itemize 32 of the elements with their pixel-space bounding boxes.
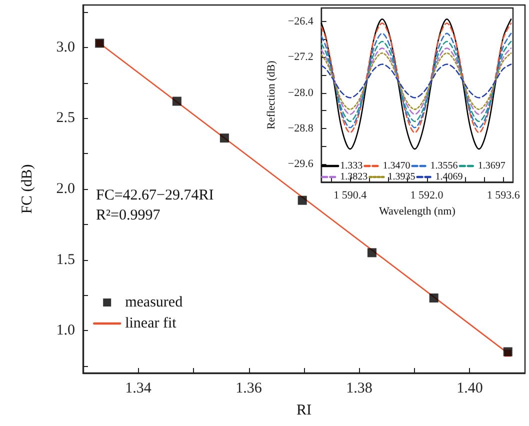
legend-label: 1.4069	[435, 172, 463, 182]
x-tick-label: 1 590.4	[334, 190, 368, 202]
y-tick-label: 3.0	[56, 39, 75, 56]
legend-label: 1.333	[340, 160, 363, 172]
annotation: R²=0.9997	[96, 208, 161, 224]
y-tick-label: −28.0	[288, 86, 314, 99]
y-tick-label: −29.6	[288, 158, 314, 170]
y-axis-title: Reflection (dB)	[266, 60, 278, 130]
x-tick-label: 1 593.6	[486, 190, 520, 202]
legend-label: measured	[125, 294, 184, 310]
x-tick-label: 1.36	[236, 380, 262, 396]
x-tick-label: 1.34	[125, 380, 152, 396]
x-axis-title: RI	[296, 402, 312, 418]
x-axis-title: Wavelength (nm)	[378, 206, 456, 218]
legend-label: 1.3470	[382, 160, 410, 172]
legend-label: 1.3823	[340, 172, 368, 182]
y-tick-label: 1.5	[56, 252, 75, 268]
y-tick-label: 1.0	[56, 322, 75, 339]
y-tick-label: 2.0	[56, 181, 75, 197]
legend-label: linear fit	[125, 316, 178, 332]
y-axis-title: FC (dB)	[20, 164, 36, 214]
x-tick-label: 1.38	[346, 380, 372, 396]
x-tick-label: 1 592.0	[410, 190, 444, 202]
x-tick-label: 1.40	[456, 380, 483, 396]
y-tick-label: −26.4	[288, 15, 314, 28]
legend-label: 1.3556	[430, 160, 458, 172]
legend-label: 1.3697	[478, 160, 506, 172]
legend-label: 1.3935	[388, 172, 416, 182]
y-tick-label: 2.5	[56, 110, 75, 126]
annotation: FC=42.67−29.74RI	[96, 188, 214, 204]
y-tick-label: −28.8	[288, 122, 314, 135]
y-tick-label: −27.2	[288, 51, 314, 64]
